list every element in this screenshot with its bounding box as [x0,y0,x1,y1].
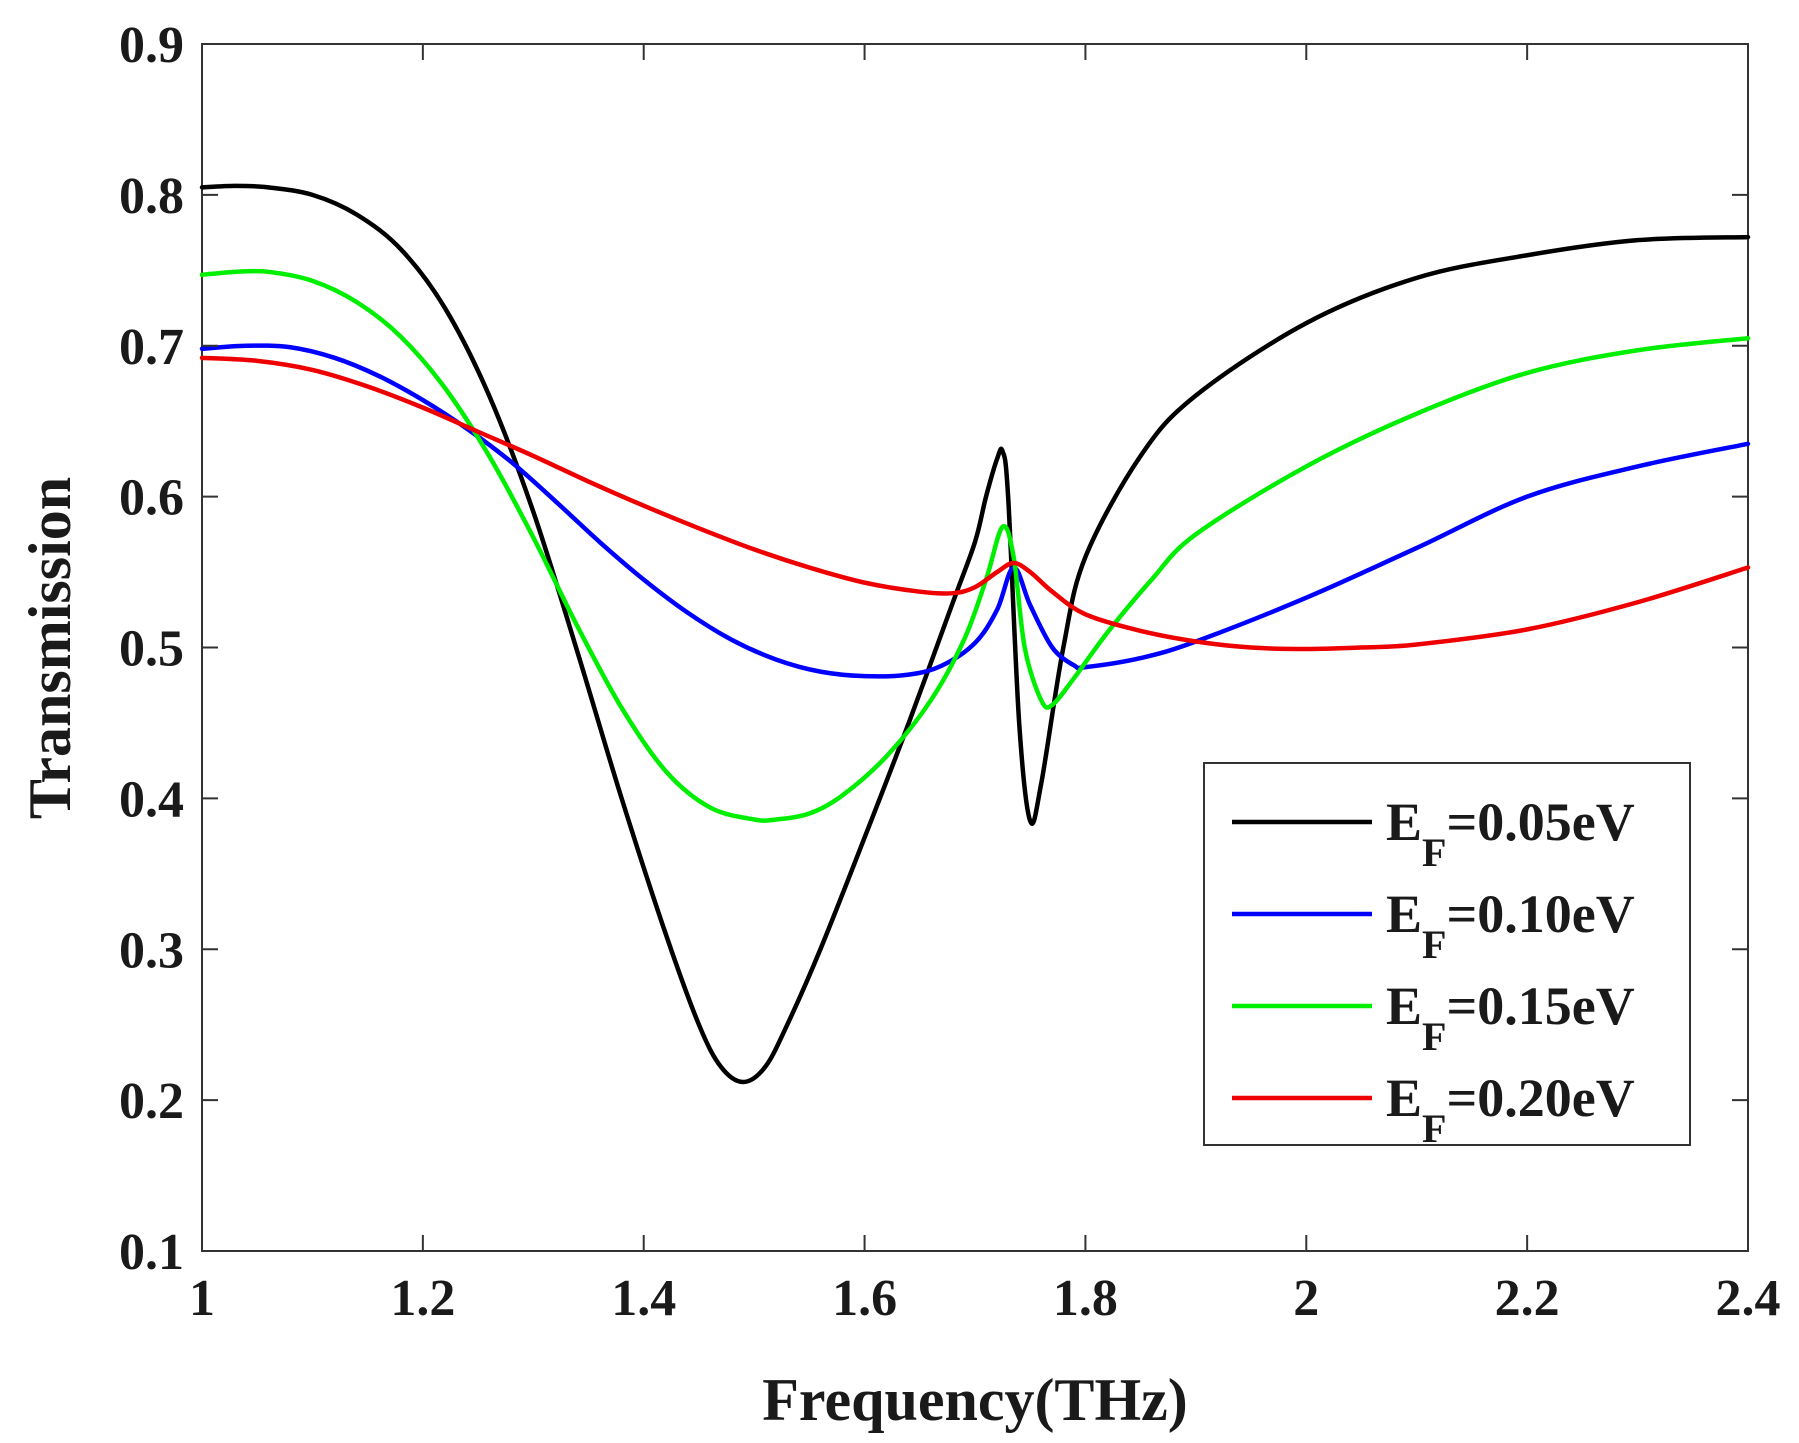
x-tick-label: 1 [189,1270,215,1327]
x-tick-label: 1.8 [1053,1270,1118,1327]
series-layer [199,183,1751,1085]
legend-item: EF=0.05eV [1232,792,1635,875]
legend-items: EF=0.05eV EF=0.10eV EF=0.15eV EF=0.20eV [1232,792,1635,1151]
plot-area [199,43,1751,1252]
y-tick-label: 0.1 [119,1224,184,1281]
legend-box [1203,762,1691,1146]
legend-item: EF=0.15eV [1232,976,1635,1059]
x-axis-title: Frequency(THz) [762,1367,1187,1433]
series-line-2 [199,343,1751,679]
y-tick-label: 0.8 [119,168,184,225]
x-tick-label: 2.4 [1716,1270,1781,1327]
y-tick-label: 0.9 [119,17,184,74]
series-line-4 [199,355,1751,652]
x-tick-label: 1.2 [390,1270,455,1327]
legend-label: EF=0.15eV [1386,976,1635,1059]
x-tick-label: 1.4 [611,1270,676,1327]
x-tick-label: 2.2 [1495,1270,1560,1327]
y-tick-label: 0.2 [119,1073,184,1130]
legend-item: EF=0.10eV [1232,884,1635,967]
y-tick-label: 0.5 [119,621,184,678]
x-tick-label: 2 [1293,1270,1319,1327]
series-line-3 [199,268,1751,823]
legend-label: EF=0.10eV [1386,884,1635,967]
y-tick-label: 0.4 [119,771,184,828]
legend: EF=0.05eV EF=0.10eV EF=0.15eV EF=0.20eV [1203,762,1691,1151]
legend-label: EF=0.20eV [1386,1068,1635,1151]
y-tick-label: 0.7 [119,319,184,376]
y-tick-label: 0.6 [119,470,184,527]
legend-label: EF=0.05eV [1386,792,1635,875]
y-tick-label: 0.3 [119,922,184,979]
legend-item: EF=0.20eV [1232,1068,1635,1151]
tick-labels-layer: 1 1.2 1.4 1.6 1.8 2 2.2 2.4 0.1 0.2 0.3 0.4 0.5 0.6 0.… [119,17,1781,1327]
x-tick-label: 1.6 [832,1270,897,1327]
series-line-1 [199,183,1751,1085]
y-axis-title: Transmission [17,477,83,819]
ticks-layer [201,43,1749,1252]
